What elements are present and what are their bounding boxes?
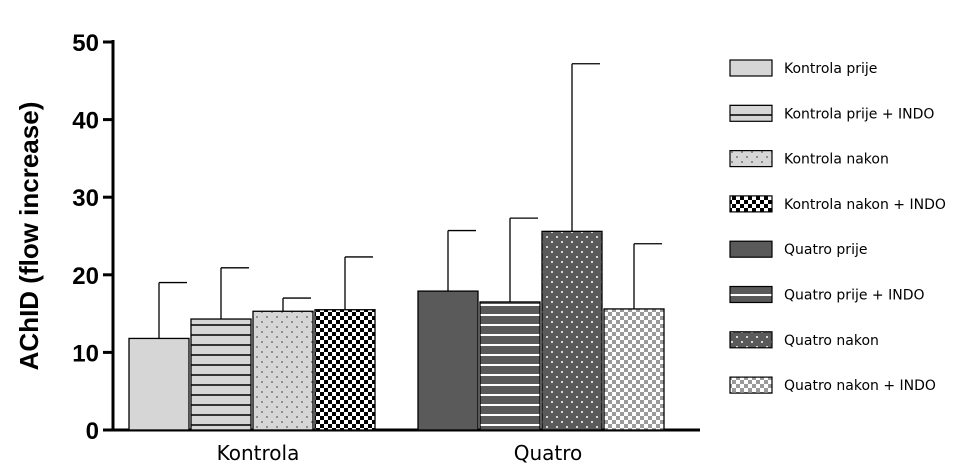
bar	[417, 290, 479, 431]
legend-swatch	[729, 59, 773, 77]
bar	[190, 318, 252, 431]
legend-label: Kontrola nakon	[784, 152, 889, 168]
legend-label: Kontrola prije	[784, 61, 877, 77]
legend-swatch	[729, 150, 773, 168]
y-tick-label: 0	[86, 418, 99, 445]
bar	[603, 308, 665, 431]
y-tick-label: 40	[72, 108, 99, 135]
bar	[541, 230, 603, 431]
legend-swatch	[729, 195, 773, 213]
legend-label: Quatro prije + INDO	[784, 288, 925, 304]
y-tick-label: 50	[72, 30, 99, 57]
legend: Kontrola prije Kontrola prije + INDO Kontr…	[729, 59, 946, 394]
axes: 0 10 20 30 40 50 Kontrola Quatro	[72, 30, 700, 465]
legend-swatch	[729, 285, 773, 304]
legend-swatch	[729, 240, 773, 258]
bar	[252, 310, 314, 431]
bar	[479, 301, 541, 431]
legend-label: Quatro nakon + INDO	[784, 378, 936, 394]
legend-label: Kontrola prije + INDO	[784, 106, 934, 122]
legend-label: Quatro prije	[784, 242, 867, 258]
x-category-label: Quatro	[514, 441, 583, 465]
legend-swatch	[729, 376, 773, 394]
bar	[128, 337, 190, 431]
bars	[128, 63, 665, 431]
y-axis-label: AChID (flow increase)	[14, 102, 44, 371]
y-tick-label: 10	[72, 340, 99, 367]
y-tick-label: 20	[72, 263, 99, 290]
x-category-label: Kontrola	[217, 441, 300, 465]
legend-swatch	[729, 331, 773, 349]
bar	[314, 309, 376, 431]
legend-swatch	[729, 104, 773, 122]
legend-label: Quatro nakon	[784, 333, 879, 349]
y-tick-label: 30	[72, 185, 99, 212]
legend-label: Kontrola nakon + INDO	[784, 197, 946, 213]
